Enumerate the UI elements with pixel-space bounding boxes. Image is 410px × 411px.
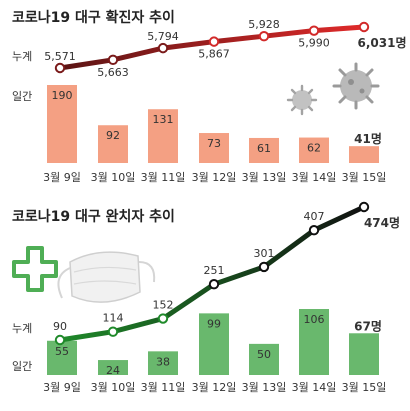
category-label-5: 3월 13일: [242, 170, 287, 184]
category-label-5: 3월 13일: [242, 380, 287, 394]
cumulative-value-label-3: 152: [153, 299, 174, 312]
category-label-1: 3월 9일: [43, 380, 81, 394]
cumulative-value-label-7: 6,031명: [358, 36, 407, 50]
cumulative-value-label-1: 90: [53, 320, 67, 333]
cumulative-point-5: [258, 261, 270, 273]
chart-title: 코로나19 대구 완치자 추이: [12, 208, 175, 225]
chart-title: 코로나19 대구 확진자 추이: [12, 9, 175, 26]
daily-bar-7: [349, 146, 379, 163]
cumulative-point-6: [308, 225, 320, 236]
daily-bar-2: [98, 125, 128, 163]
cumulative-value-label-3: 5,794: [147, 30, 179, 43]
daily-bar-6: [299, 137, 329, 163]
cumulative-point-7: [358, 201, 370, 213]
cumulative-value-label-6: 5,990: [298, 37, 330, 50]
daily-value-label-5: 61: [257, 142, 271, 155]
daily-bar-3: [148, 109, 178, 163]
cumulative-value-label-2: 5,663: [97, 66, 129, 79]
daily-value-label-7: 67명: [354, 319, 382, 333]
category-label-3: 3월 11일: [141, 380, 186, 394]
cumulative-point-7: [358, 21, 370, 33]
category-label-2: 3월 10일: [91, 170, 136, 184]
daily-bar-4: [199, 133, 229, 163]
daily-bar-5: [249, 343, 279, 375]
category-label-4: 3월 12일: [192, 170, 237, 184]
cumulative-value-label-7: 474명: [364, 216, 400, 230]
daily-bar-2: [98, 360, 128, 375]
cumulative-point-1: [54, 334, 66, 346]
cumulative-point-4: [208, 36, 220, 47]
daily-value-label-6: 62: [307, 142, 321, 155]
category-label-7: 3월 15일: [342, 380, 387, 394]
daily-row-label: 일간: [12, 89, 32, 103]
daily-value-label-4: 99: [207, 317, 221, 330]
cumulative-value-label-2: 114: [103, 312, 124, 325]
cumulative-point-1: [54, 62, 66, 74]
medical-cross-icon: [12, 246, 58, 292]
cumulative-row-label: 누계: [12, 322, 32, 335]
daily-value-label-3: 38: [156, 355, 170, 368]
daily-bar-5: [249, 137, 279, 163]
category-label-7: 3월 15일: [342, 170, 387, 184]
daily-bar-1: [47, 340, 77, 375]
daily-value-label-1: 55: [55, 345, 69, 358]
daily-row-label: 일간: [12, 359, 32, 373]
cumulative-value-label-5: 301: [254, 247, 275, 260]
cumulative-point-2: [107, 326, 119, 337]
cumulative-value-label-1: 5,571: [44, 50, 76, 63]
face-mask-icon: [57, 251, 156, 303]
daily-bar-7: [349, 333, 379, 375]
cumulative-point-3: [157, 42, 169, 54]
cumulative-point-4: [208, 279, 220, 290]
cumulative-value-label-6: 407: [304, 210, 325, 223]
daily-bar-1: [47, 85, 77, 163]
daily-value-label-1: 190: [52, 89, 73, 102]
cumulative-value-label-4: 251: [204, 264, 225, 277]
category-label-3: 3월 11일: [141, 170, 186, 184]
daily-value-label-2: 24: [106, 364, 120, 377]
daily-value-label-2: 92: [106, 129, 120, 142]
virus-icon: [286, 62, 380, 116]
category-label-2: 3월 10일: [91, 380, 136, 394]
cumulative-point-2: [107, 54, 119, 65]
daily-value-label-4: 73: [207, 137, 221, 150]
daily-bar-6: [299, 309, 329, 375]
category-label-4: 3월 12일: [192, 380, 237, 394]
daily-value-label-5: 50: [257, 348, 271, 361]
daily-value-label-7: 41명: [354, 132, 382, 146]
category-label-1: 3월 9일: [43, 170, 81, 184]
daily-bar-4: [199, 313, 229, 375]
daily-value-label-6: 106: [304, 313, 325, 326]
cumulative-row-label: 누계: [12, 50, 32, 63]
daily-value-label-3: 131: [153, 113, 174, 126]
category-label-6: 3월 14일: [292, 380, 337, 394]
cumulative-point-6: [308, 25, 320, 36]
cumulative-point-5: [258, 30, 270, 42]
category-label-6: 3월 14일: [292, 170, 337, 184]
daily-bar-3: [148, 351, 178, 375]
cumulative-value-label-5: 5,928: [248, 18, 280, 31]
cumulative-value-label-4: 5,867: [198, 48, 230, 61]
cumulative-point-3: [157, 313, 169, 324]
